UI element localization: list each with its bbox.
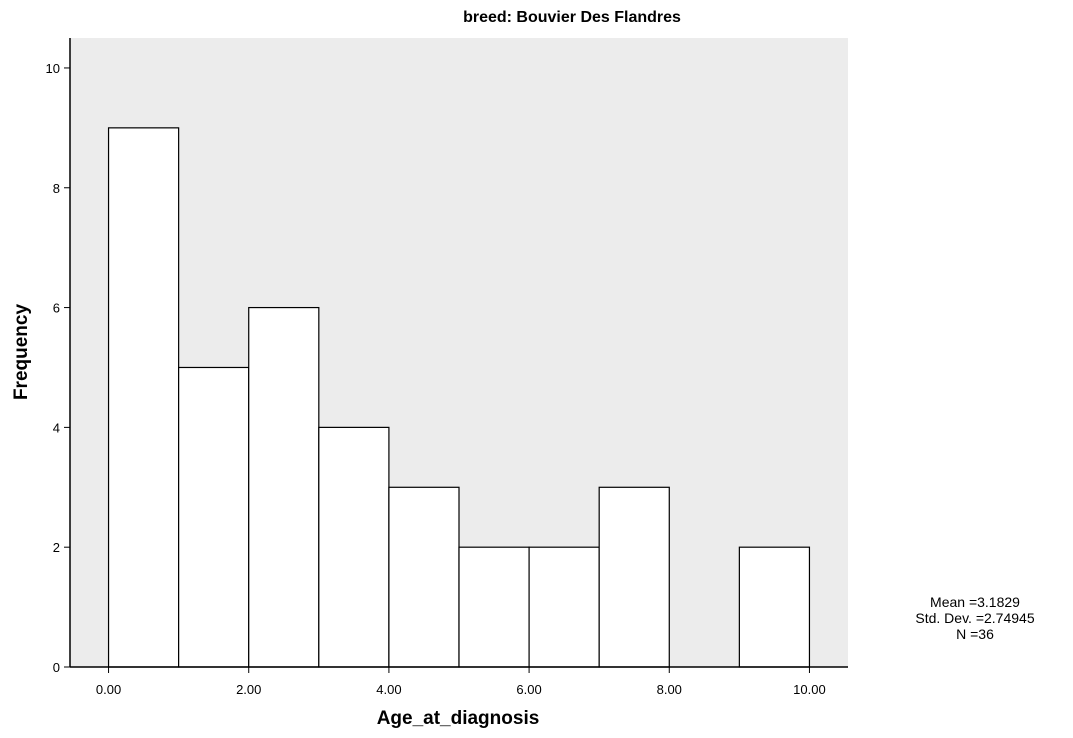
x-tick-label: 6.00	[516, 682, 541, 697]
x-ticks-group: 0.00 2.00 4.00 6.00 8.00 10.00	[96, 667, 826, 697]
histogram-bar	[388, 486, 460, 668]
y-tick-label: 0	[53, 660, 60, 675]
chart-title: breed: Bouvier Des Flandres	[463, 9, 681, 26]
y-tick-label: 2	[53, 540, 60, 555]
y-tick-label: 6	[53, 301, 60, 316]
histogram-bar	[248, 306, 320, 668]
stat-mean: Mean =3.1829	[930, 594, 1020, 610]
histogram-bar	[318, 426, 390, 668]
y-axis-label: Frequency	[11, 304, 32, 401]
stat-n: N =36	[956, 626, 994, 642]
statistics-box: Mean =3.1829 Std. Dev. =2.74945 N =36	[915, 594, 1034, 642]
x-tick-label: 2.00	[236, 682, 261, 697]
histogram-bar	[598, 486, 670, 668]
y-tick-label: 10	[46, 61, 60, 76]
x-tick-label: 10.00	[793, 682, 826, 697]
histogram-bar	[528, 546, 600, 668]
x-axis-label: Age_at_diagnosis	[377, 708, 540, 729]
x-tick-label: 8.00	[657, 682, 682, 697]
histogram-bar	[178, 366, 250, 668]
y-tick-label: 4	[53, 420, 60, 435]
histogram-bar	[738, 546, 811, 668]
y-ticks-group: 0 2 4 6 8 10	[46, 61, 70, 675]
x-tick-label: 4.00	[376, 682, 401, 697]
histogram-bar	[458, 546, 530, 668]
histogram-bar	[107, 127, 180, 668]
x-tick-label: 0.00	[96, 682, 121, 697]
stat-std-dev: Std. Dev. =2.74945	[915, 610, 1034, 626]
y-tick-label: 8	[53, 181, 60, 196]
bars-group	[107, 127, 811, 668]
